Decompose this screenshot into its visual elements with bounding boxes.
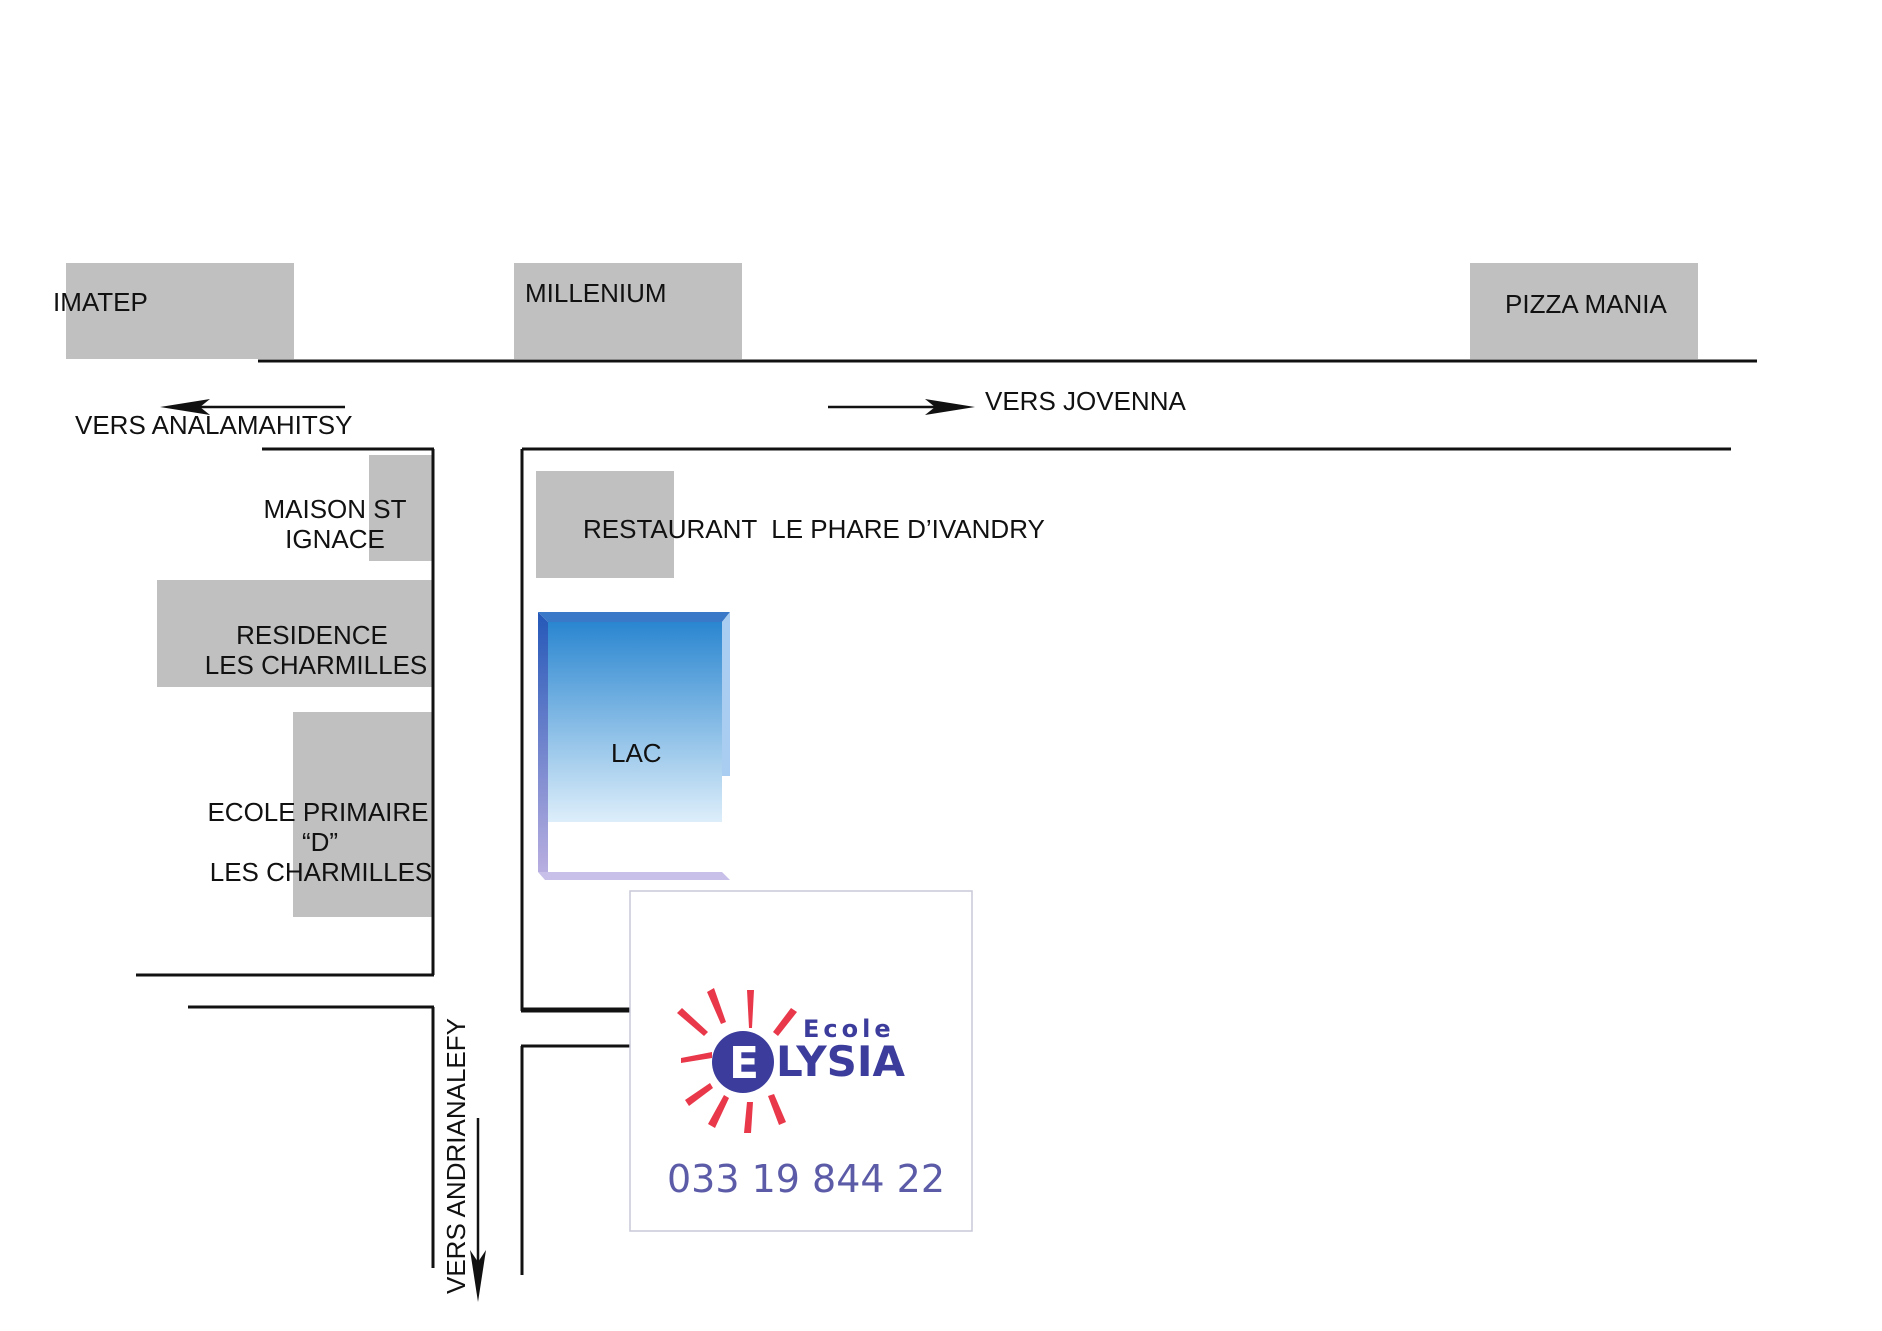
label-ecole-primaire-3: LES CHARMILLES bbox=[210, 857, 433, 887]
building-labels: IMATEP MILLENIUM PIZZA MANIA MAISON ST I… bbox=[53, 278, 1667, 887]
label-ecole-primaire-2: “D” bbox=[302, 827, 338, 857]
lake-left-side bbox=[538, 612, 548, 872]
building-restaurant bbox=[536, 471, 674, 578]
label-vers-analamahitsy: VERS ANALAMAHITSY bbox=[75, 410, 352, 440]
building-imatep bbox=[66, 263, 294, 359]
roads-layer bbox=[136, 359, 1757, 1275]
lake-surface bbox=[548, 622, 722, 822]
logo-name: LYSIA bbox=[776, 1037, 906, 1086]
arrow-south-icon bbox=[470, 1118, 486, 1302]
building-millenium bbox=[514, 263, 742, 359]
label-millenium: MILLENIUM bbox=[525, 278, 667, 308]
logo-e-circle bbox=[712, 1031, 774, 1093]
building-maison-st-ignace bbox=[369, 455, 433, 561]
sun-icon bbox=[677, 988, 797, 1133]
label-vers-andrianalefy: VERS ANDRIANALEFY bbox=[441, 1018, 471, 1294]
direction-arrows bbox=[160, 399, 975, 1302]
label-restaurant: RESTAURANT LE PHARE D’IVANDRY bbox=[583, 514, 1045, 544]
building-residence bbox=[157, 580, 433, 687]
label-residence-2: LES CHARMILLES bbox=[205, 650, 428, 680]
buildings-layer bbox=[66, 263, 1698, 917]
lake-right-side bbox=[722, 612, 730, 776]
lake-base bbox=[538, 872, 730, 880]
arrow-west-icon bbox=[160, 399, 345, 415]
lake-top-bevel bbox=[538, 612, 730, 622]
building-pizza-mania bbox=[1470, 263, 1698, 359]
arrow-east-icon bbox=[828, 399, 975, 415]
label-vers-jovenna: VERS JOVENNA bbox=[985, 386, 1186, 416]
logo-prefix: Ecole bbox=[803, 1015, 895, 1043]
label-ecole-primaire-1: ECOLE PRIMAIRE bbox=[207, 797, 428, 827]
lake: LAC bbox=[538, 612, 730, 880]
label-imatep: IMATEP bbox=[53, 287, 148, 317]
direction-labels: VERS ANALAMAHITSY VERS JOVENNA VERS ANDR… bbox=[75, 386, 1186, 1294]
label-maison-st-ignace-2: IGNACE bbox=[285, 524, 385, 554]
school-sign[interactable]: E Ecole LYSIA 033 19 844 22 bbox=[629, 890, 973, 1232]
logo-e-letter: E bbox=[729, 1038, 759, 1089]
label-maison-st-ignace-1: MAISON ST bbox=[263, 494, 406, 524]
school-phone[interactable]: 033 19 844 22 bbox=[667, 1157, 945, 1201]
label-pizza-mania: PIZZA MANIA bbox=[1505, 289, 1667, 319]
building-ecole-primaire bbox=[293, 712, 433, 917]
lake-label: LAC bbox=[611, 738, 662, 768]
label-residence-1: RESIDENCE bbox=[236, 620, 388, 650]
